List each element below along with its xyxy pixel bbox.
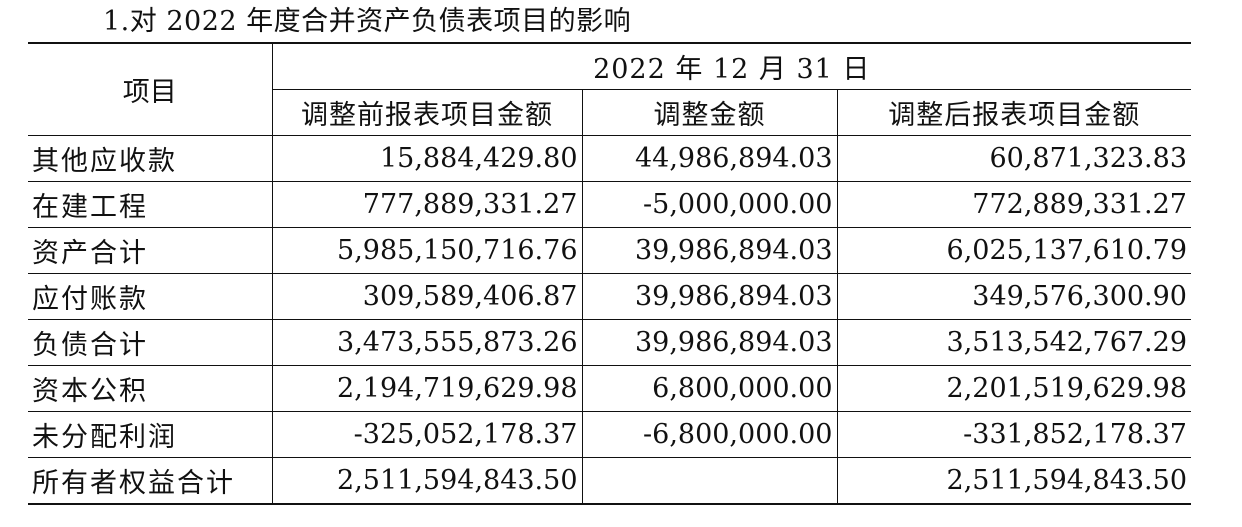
row-item: 资本公积 [28, 365, 273, 412]
row-item: 所有者权益合计 [28, 457, 273, 505]
header-item: 项目 [28, 42, 273, 136]
row-after: -331,852,178.37 [837, 411, 1191, 458]
row-before: 3,473,555,873.26 [272, 319, 583, 366]
row-item: 在建工程 [28, 181, 273, 228]
row-after: 3,513,542,767.29 [837, 319, 1191, 366]
header-row-columns: 调整前报表项目金额 调整金额 调整后报表项目金额 [28, 89, 1191, 136]
row-adjustment: 6,800,000.00 [582, 365, 838, 412]
row-before: 777,889,331.27 [272, 181, 583, 228]
row-item: 资产合计 [28, 227, 273, 274]
row-adjustment: -6,800,000.00 [582, 411, 838, 458]
row-adjustment [582, 457, 838, 505]
row-item: 应付账款 [28, 273, 273, 320]
row-adjustment: 39,986,894.03 [582, 319, 838, 366]
row-after: 60,871,323.83 [837, 135, 1191, 182]
table-row: 其他应收款 15,884,429.80 44,986,894.03 60,871… [28, 135, 1191, 182]
row-adjustment: -5,000,000.00 [582, 181, 838, 228]
row-after: 6,025,137,610.79 [837, 227, 1191, 274]
table-row: 资产合计 5,985,150,716.76 39,986,894.03 6,02… [28, 227, 1191, 274]
table-row: 资本公积 2,194,719,629.98 6,800,000.00 2,201… [28, 365, 1191, 412]
table-row: 未分配利润 -325,052,178.37 -6,800,000.00 -331… [28, 411, 1191, 458]
balance-sheet-adjustment-table: 项目 2022 年 12 月 31 日 调整前报表项目金额 调整金额 调整后报表… [28, 42, 1191, 505]
row-before: 15,884,429.80 [272, 135, 583, 182]
row-item: 未分配利润 [28, 411, 273, 458]
header-after-adjustment: 调整后报表项目金额 [837, 89, 1191, 136]
header-before-adjustment: 调整前报表项目金额 [272, 89, 583, 136]
row-adjustment: 39,986,894.03 [582, 273, 838, 320]
header-adjustment: 调整金额 [582, 89, 838, 136]
row-before: 5,985,150,716.76 [272, 227, 583, 274]
row-adjustment: 39,986,894.03 [582, 227, 838, 274]
row-after: 349,576,300.90 [837, 273, 1191, 320]
table-row: 负债合计 3,473,555,873.26 39,986,894.03 3,51… [28, 319, 1191, 366]
row-before: 309,589,406.87 [272, 273, 583, 320]
row-before: 2,511,594,843.50 [272, 457, 583, 505]
row-item: 其他应收款 [28, 135, 273, 182]
header-date: 2022 年 12 月 31 日 [272, 42, 1191, 90]
row-after: 2,511,594,843.50 [837, 457, 1191, 505]
row-before: 2,194,719,629.98 [272, 365, 583, 412]
row-item: 负债合计 [28, 319, 273, 366]
row-after: 772,889,331.27 [837, 181, 1191, 228]
header-row-date: 项目 2022 年 12 月 31 日 [28, 42, 1191, 136]
table-row: 所有者权益合计 2,511,594,843.50 2,511,594,843.5… [28, 457, 1191, 505]
row-after: 2,201,519,629.98 [837, 365, 1191, 412]
table-row: 在建工程 777,889,331.27 -5,000,000.00 772,88… [28, 181, 1191, 228]
row-before: -325,052,178.37 [272, 411, 583, 458]
row-adjustment: 44,986,894.03 [582, 135, 838, 182]
table-caption: 1.对 2022 年度合并资产负债表项目的影响 [103, 6, 632, 37]
table-row: 应付账款 309,589,406.87 39,986,894.03 349,57… [28, 273, 1191, 320]
